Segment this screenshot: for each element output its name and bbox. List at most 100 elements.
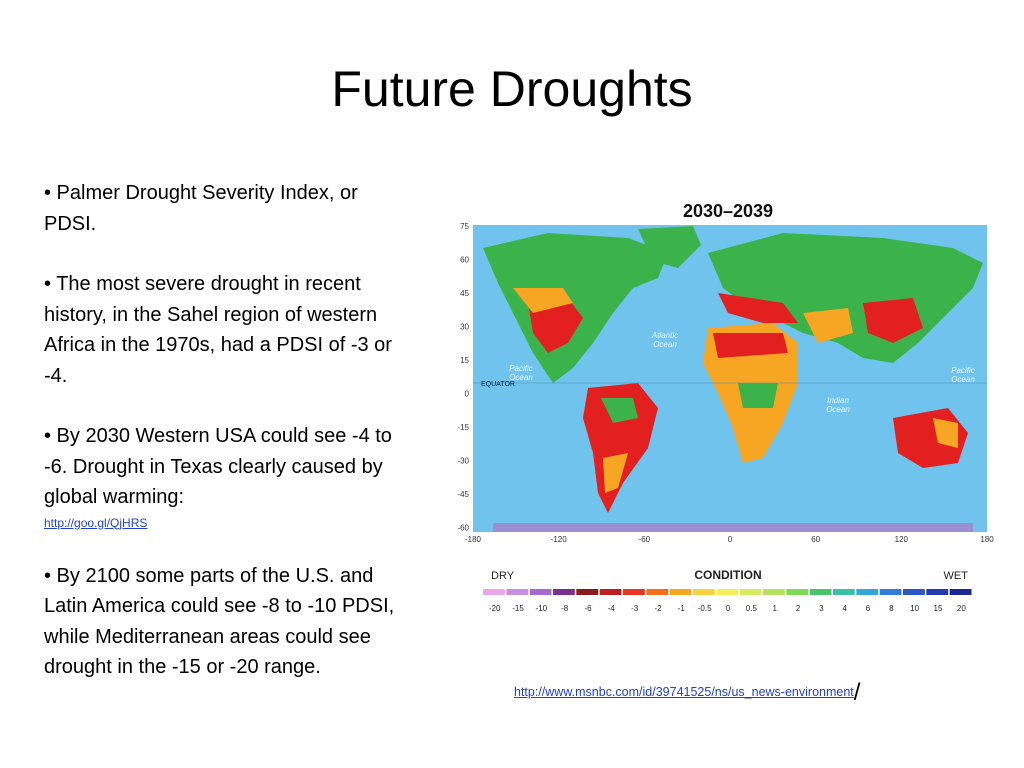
legend-value-label: -3 (631, 604, 639, 613)
longitude-tick-label: 0 (728, 535, 733, 544)
south-america-wet-zone (601, 398, 638, 423)
legend-value-label: 2 (796, 604, 801, 613)
latitude-tick-label: -30 (457, 457, 469, 466)
pacific-ocean-label-east: Pacific Ocean (951, 366, 975, 384)
north-america-drought-zone (528, 298, 583, 353)
legend-swatch (646, 589, 669, 595)
legend-value-label: -8 (561, 604, 569, 613)
latitude-tick-label: 15 (460, 356, 469, 365)
antarctica-strip (493, 523, 973, 532)
legend-values: -20 -15 -10 -8 -6 -4 -3 -2 -1 -0.5 0 0.5 1 2 3 4 6 8 10 15 2… (489, 604, 966, 613)
legend-swatch (576, 589, 599, 595)
central-asia-dry-zone (803, 308, 853, 343)
latitude-tick-label: 30 (460, 323, 469, 332)
indian-ocean-label: Indian Ocean (826, 396, 850, 414)
legend-value-label: 6 (866, 604, 871, 613)
longitude-tick-label: -120 (551, 535, 568, 544)
north-america-dry-zone (513, 288, 573, 313)
source-link-suffix: / (853, 679, 861, 706)
mediterranean-drought-zone (718, 293, 798, 323)
source-citation: http://www.msnbc.com/id/39741525/ns/us_n… (514, 679, 904, 706)
legend-wet-label: WET (944, 570, 969, 582)
legend-swatch (949, 589, 972, 595)
south-america-dry-zone (603, 453, 628, 493)
legend-value-label: 0 (726, 604, 731, 613)
legend-value-label: -0.5 (698, 604, 712, 613)
longitude-tick-label: 180 (980, 535, 994, 544)
legend-swatch (669, 589, 692, 595)
south-america-landmass (583, 383, 658, 513)
legend-swatch (739, 589, 762, 595)
legend-swatch (506, 589, 529, 595)
legend-swatch (763, 589, 785, 595)
bullet-2100: • By 2100 some parts of the U.S. and Lat… (44, 561, 412, 683)
equator-label: EQUATOR (481, 381, 515, 388)
atlantic-ocean-label: Atlantic Ocean (651, 331, 678, 349)
longitude-tick-label: -60 (639, 535, 651, 544)
pacific-ocean-label-west: Pacific Ocean (509, 364, 533, 382)
msnbc-source-link[interactable]: http://www.msnbc.com/id/39741525/ns/us_n… (514, 685, 854, 699)
latitude-tick-label: 45 (460, 289, 469, 298)
longitude-tick-label: 120 (895, 535, 909, 544)
texas-drought-link[interactable]: http://goo.gl/QjHRS (44, 515, 148, 530)
latitude-tick-label: -60 (457, 524, 469, 533)
legend-value-label: -20 (489, 604, 501, 613)
slide-title: Future Droughts (331, 61, 693, 117)
latitude-tick-label: 60 (460, 256, 469, 265)
longitude-tick-label: 60 (811, 535, 820, 544)
legend-swatch (786, 589, 809, 595)
longitude-ticks: -180 -120 -60 0 60 120 180 (465, 535, 994, 544)
bullet-pdsi: • Palmer Drought Severity Index, or PDSI… (44, 178, 412, 239)
drought-map-figure: 2030–2039 75 60 45 30 15 0 -15 -30 -45 -60 -180 -1… (453, 193, 997, 618)
continents (483, 226, 983, 532)
legend-value-label: 15 (934, 604, 943, 613)
latitude-tick-label: -15 (457, 423, 469, 432)
sahel-drought-zone (713, 333, 788, 358)
legend-swatch (599, 589, 622, 595)
legend-swatch (483, 589, 505, 595)
legend-value-label: 10 (910, 604, 919, 613)
legend-swatch (833, 589, 855, 595)
legend-swatch (879, 589, 902, 595)
legend-swatch (716, 589, 739, 595)
longitude-tick-label: -180 (465, 535, 482, 544)
bullet-list: • Palmer Drought Severity Index, or PDSI… (44, 178, 412, 683)
legend-swatch (623, 589, 645, 595)
central-africa-wet-zone (738, 383, 778, 408)
latitude-ticks: 75 60 45 30 15 0 -15 -30 -45 -60 (457, 222, 469, 533)
legend-swatch (693, 589, 715, 595)
legend-condition-label: CONDITION (694, 568, 761, 582)
east-asia-drought-zone (863, 298, 923, 343)
legend-dry-label: DRY (491, 570, 515, 582)
latitude-tick-label: -45 (457, 490, 469, 499)
legend-swatch (553, 589, 575, 595)
latitude-tick-label: 0 (465, 390, 470, 399)
legend-value-label: 1 (772, 604, 777, 613)
legend-value-label: -15 (512, 604, 524, 613)
legend-swatch (809, 589, 832, 595)
legend-swatch (529, 589, 552, 595)
latitude-tick-label: 75 (460, 222, 469, 231)
map-title: 2030–2039 (683, 201, 773, 221)
legend-value-label: 0.5 (746, 604, 758, 613)
legend-value-label: 3 (819, 604, 824, 613)
legend-value-label: -6 (584, 604, 592, 613)
greenland-landmass (638, 226, 701, 268)
legend-value-label: -4 (608, 604, 616, 613)
bullet-sahel: • The most severe drought in recent hist… (44, 269, 412, 391)
legend-swatch (856, 589, 879, 595)
legend-swatch (926, 589, 949, 595)
legend-value-label: 20 (957, 604, 966, 613)
bullet-usa-2030: • By 2030 Western USA could see -4 to -6… (44, 421, 412, 531)
legend-swatch (903, 589, 925, 595)
bullet-sahel-text: • The most severe drought in recent hist… (44, 273, 392, 387)
legend-value-label: -1 (678, 604, 686, 613)
australia-dry-zone (933, 418, 958, 448)
bullet-2100-text: • By 2100 some parts of the U.S. and Lat… (44, 564, 395, 679)
legend-value-label: -2 (654, 604, 662, 613)
legend-value-label: 4 (842, 604, 847, 613)
legend-value-label: 8 (889, 604, 894, 613)
legend-swatches (483, 589, 972, 595)
bullet-usa-2030-text: • By 2030 Western USA could see -4 to -6… (44, 425, 392, 508)
